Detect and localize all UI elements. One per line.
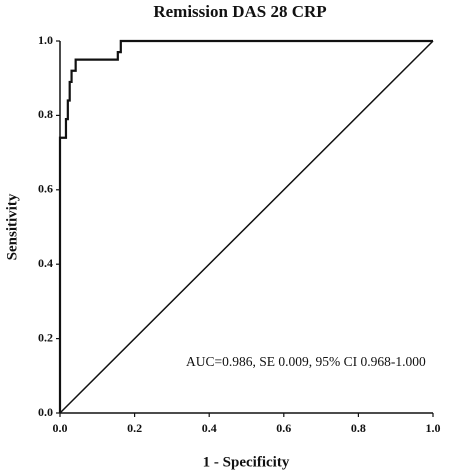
y-tick-label: 0.4	[38, 256, 53, 270]
y-tick-label: 0.8	[38, 107, 53, 121]
x-axis-label: 1 - Specificity	[203, 454, 290, 470]
x-tick-label: 1.0	[426, 421, 441, 435]
y-axis-label: Sensitivity	[4, 193, 20, 260]
x-tick-label: 0.8	[351, 421, 366, 435]
x-tick-label: 0.6	[276, 421, 291, 435]
annotation: AUC=0.986, SE 0.009, 95% CI 0.968-1.000	[186, 354, 426, 369]
reference-line	[59, 40, 434, 414]
y-tick-label: 0.6	[38, 182, 53, 196]
chart-title: Remission DAS 28 CRP	[153, 2, 326, 21]
x-tick-label: 0.0	[53, 421, 68, 435]
y-tick-label: 0.2	[38, 330, 53, 344]
x-tick-label: 0.2	[127, 421, 142, 435]
x-tick-label: 0.4	[202, 421, 217, 435]
roc-curve	[58, 39, 433, 413]
y-tick-label: 0.0	[38, 405, 53, 419]
y-tick-label: 1.0	[38, 33, 53, 47]
